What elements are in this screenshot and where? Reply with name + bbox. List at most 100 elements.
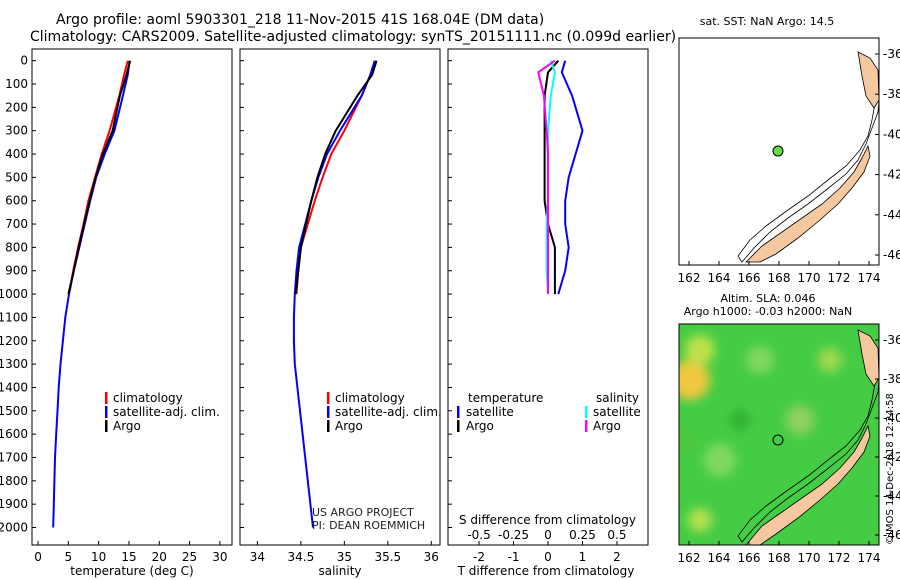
map-top-title: sat. SST: NaN Argo: 14.5 [700, 15, 834, 28]
x-tick-label: 10 [91, 550, 106, 564]
difference-legend: temperature satellite Argo salinity sate… [457, 391, 641, 433]
legend-swatch-s-satellite [585, 406, 588, 418]
legend-swatch-argo [105, 420, 108, 432]
series-line-climatology [295, 60, 376, 295]
temperature-xlabel: temperature (deg C) [70, 564, 193, 578]
x-tick-label: 2 [613, 550, 621, 564]
lat-tick-label: -46 [883, 248, 900, 262]
argo-float-marker [772, 145, 784, 157]
copyright-stamp: ©IMOS 14-Dec-2018 12:24:58 [885, 393, 896, 545]
legend-swatch-satellite [105, 406, 108, 418]
temperature-panel: 0 5 10 15 20 25 30 [32, 60, 228, 564]
salinity-xlabel: salinity [318, 564, 361, 578]
salinity-legend: climatology satellite-adj. clim. Argo [327, 391, 442, 433]
lon-tick-label: 174 [858, 551, 881, 565]
temperature-panel-frame [31, 48, 233, 546]
x-tick-label: 25 [182, 550, 197, 564]
map-bottom-axes: -36 -38 -40 -42 -44 -46 162 164 166 168 170 172 174 [678, 333, 900, 565]
x-tick-label: 34.5 [288, 550, 315, 564]
difference-panel: -2 -1 0 1 2 -0.5 -0.25 0 0.25 0.5 [448, 59, 627, 564]
lat-tick-label: -42 [883, 450, 900, 464]
map-bottom-title1: Altim. SLA: 0.046 [720, 292, 815, 305]
legend-title-temperature: temperature [468, 391, 543, 405]
series-line-s-argo [537, 59, 556, 295]
depth-tick-label: 1700 [0, 450, 28, 464]
legend-swatch-t-satellite [457, 406, 460, 418]
depth-tick-label: 1800 [0, 474, 28, 488]
lat-tick-label: -44 [883, 489, 900, 503]
lat-tick-label: -36 [883, 47, 900, 61]
lat-tick-label: -42 [883, 168, 900, 182]
legend-label-climatology: climatology [113, 391, 183, 405]
x-tick-label: 36 [424, 550, 439, 564]
lat-tick-label: -46 [883, 528, 900, 542]
depth-tick-label: 900 [5, 264, 28, 278]
map-top-north-island [857, 51, 880, 109]
legend-swatch-argo [327, 420, 330, 432]
x-tick-label: 5 [65, 550, 73, 564]
lon-tick-label: 164 [708, 551, 731, 565]
upper-tick-label: -0.25 [498, 528, 529, 542]
upper-tick-label: 0.5 [607, 528, 626, 542]
lon-tick-label: 174 [858, 271, 881, 285]
lon-tick-label: 162 [678, 271, 701, 285]
legend-label-t-argo: Argo [466, 419, 494, 433]
depth-tick-label: 2000 [0, 520, 28, 534]
annotation-line2: PI: DEAN ROEMMICH [312, 519, 425, 532]
lat-tick-label: -38 [883, 372, 900, 386]
map-bottom-title2: Argo h1000: -0.03 h2000: NaN [684, 305, 853, 318]
depth-tick-label: 300 [5, 124, 28, 138]
legend-label-t-satellite: satellite [466, 405, 514, 419]
argo-float-marker-outline [772, 434, 784, 446]
legend-swatch-s-argo [585, 420, 588, 432]
lon-tick-label: 166 [738, 271, 761, 285]
depth-tick-label: 0 [20, 54, 28, 68]
series-line-t-argo [543, 60, 560, 295]
x-tick-label: 30 [212, 550, 227, 564]
depth-tick-label: 1100 [0, 310, 28, 324]
legend-label-satellite: satellite-adj. clim. [335, 405, 442, 419]
depth-tick-label: 100 [5, 77, 28, 91]
lat-tick-label: -38 [883, 87, 900, 101]
lon-tick-label: 170 [798, 551, 821, 565]
legend-label-argo: Argo [113, 419, 141, 433]
legend-swatch-t-argo [457, 420, 460, 432]
x-tick-label: -1 [508, 550, 520, 564]
depth-axis: 0 100 200 300 400 500 600 700 800 900 1000 1100 1200… [0, 54, 28, 535]
depth-tick-label: 400 [5, 147, 28, 161]
annotation-line1: US ARGO PROJECT [312, 506, 414, 519]
lon-tick-label: 170 [798, 271, 821, 285]
series-line-argo [67, 60, 132, 295]
x-tick-label: 15 [121, 550, 136, 564]
legend-label-s-satellite: satellite [593, 405, 641, 419]
lon-tick-label: 172 [828, 551, 851, 565]
depth-tick-label: 1600 [0, 427, 28, 441]
lon-tick-label: 168 [768, 271, 791, 285]
x-tick-label: 34 [250, 550, 265, 564]
legend-swatch-satellite [327, 406, 330, 418]
map-top-axes: -36 -38 -40 -42 -44 -46 162 164 166 168 170 172 174 [678, 47, 900, 285]
x-tick-label: 20 [152, 550, 167, 564]
lat-tick-label: -40 [883, 127, 900, 141]
legend-title-salinity: salinity [596, 391, 639, 405]
depth-tick-label: 700 [5, 217, 28, 231]
depth-tick-label: 200 [5, 100, 28, 114]
map-bottom-field [679, 324, 879, 545]
salinity-panel-frame [239, 48, 441, 546]
legend-label-s-argo: Argo [593, 419, 621, 433]
series-line-satellite-adj-clim- [52, 60, 131, 528]
depth-tick-label: 1000 [0, 287, 28, 301]
s-difference-label: S difference from climatology [459, 513, 636, 527]
lon-tick-label: 172 [828, 271, 851, 285]
upper-tick-label: -0.5 [467, 528, 490, 542]
x-tick-label: 0 [34, 550, 42, 564]
temperature-legend: climatology satellite-adj. clim. Argo [105, 391, 220, 433]
legend-label-argo: Argo [335, 419, 363, 433]
salinity-panel: 34 34.5 35 35.5 36 [240, 60, 439, 564]
lon-tick-label: 168 [768, 551, 791, 565]
lon-tick-label: 164 [708, 271, 731, 285]
series-line-argo [294, 60, 378, 295]
legend-label-climatology: climatology [335, 391, 405, 405]
lat-tick-label: -40 [883, 411, 900, 425]
